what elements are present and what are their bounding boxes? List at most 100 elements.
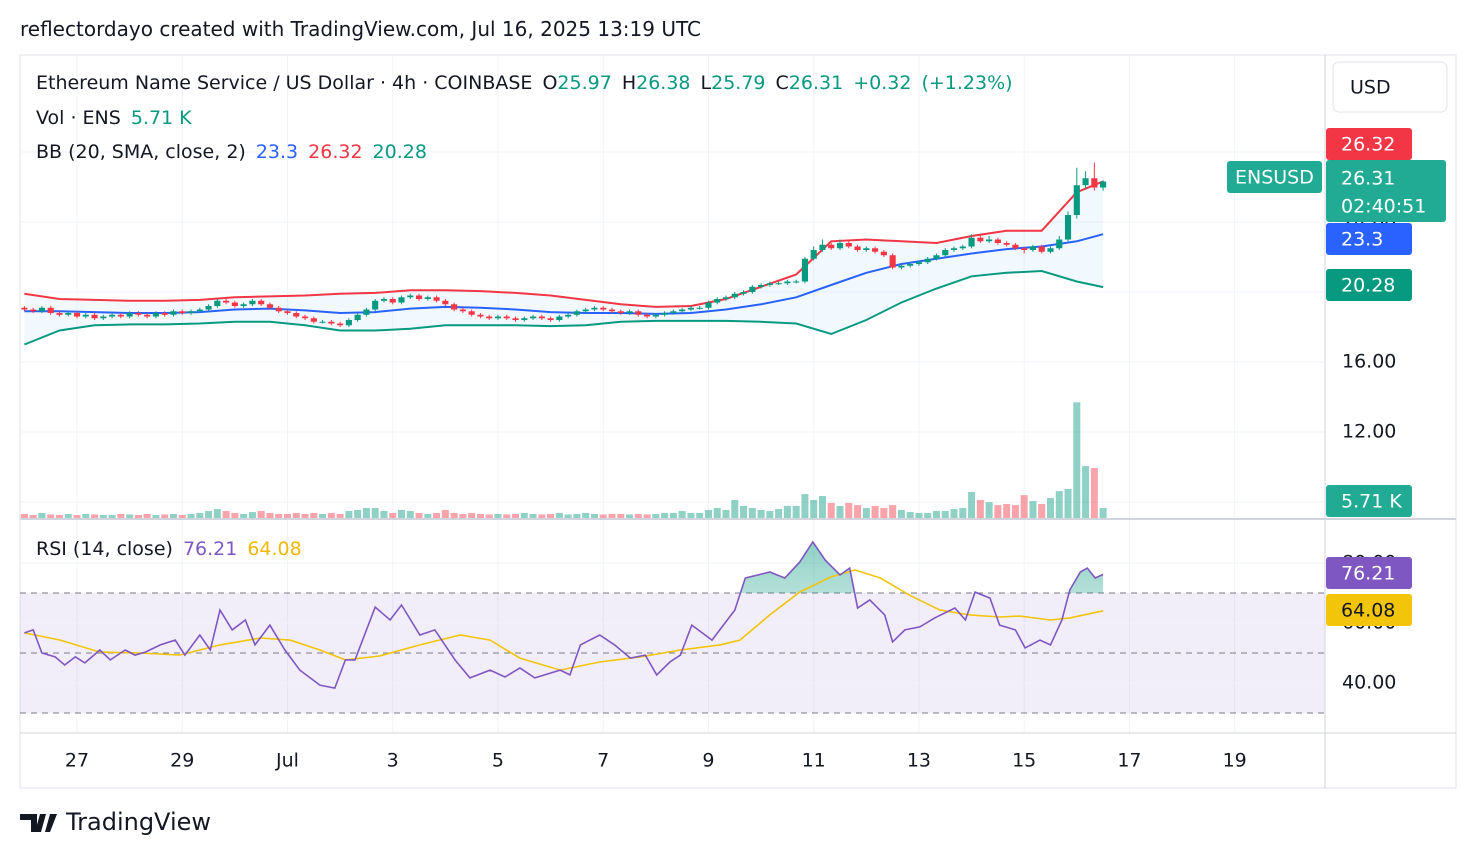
candle-body (950, 248, 958, 251)
candle-body (670, 311, 677, 314)
volume-bar (889, 505, 897, 518)
candle-body (109, 314, 116, 317)
volume-bar (99, 515, 107, 518)
candle-body (766, 283, 773, 286)
candle-body (1047, 248, 1054, 252)
candle-body (828, 244, 835, 249)
bb-lower-badge: 20.28 (1341, 275, 1395, 297)
candle-body (205, 306, 212, 310)
volume-bar (555, 512, 563, 518)
candle-body (722, 297, 730, 300)
candle-body (407, 295, 414, 298)
candle-body (1091, 178, 1098, 188)
x-tick-label: 11 (802, 750, 826, 772)
ohlc-key: O (542, 72, 558, 94)
volume-title: Vol · ENS (36, 107, 121, 129)
volume-bar (783, 505, 791, 518)
candle-body (398, 297, 405, 303)
rsi-badge-bg (1326, 557, 1412, 589)
volume-bar (55, 515, 63, 518)
candle-body (477, 314, 484, 317)
candle-body (345, 320, 352, 326)
candle-body (380, 299, 388, 301)
volume-bar (529, 513, 537, 518)
candle-body (1038, 246, 1045, 252)
bb-upper-value: 26.32 (308, 141, 363, 163)
volume-bar (661, 512, 669, 518)
candle-body (1021, 248, 1028, 251)
volume-bar (792, 505, 800, 518)
candle-body (880, 251, 887, 256)
candle-body (793, 281, 800, 283)
candle-body (38, 307, 45, 312)
x-tick-label: Jul (275, 750, 299, 772)
volume-bar (1003, 504, 1011, 518)
candle-body (784, 281, 791, 284)
legend-rsi: RSI (14, close) 76.21 64.08 (36, 538, 312, 560)
candle-body (363, 309, 370, 315)
rsi-tick-label: 40.00 (1342, 671, 1396, 693)
volume-bar (126, 514, 134, 518)
candle-body (135, 313, 142, 315)
volume-bar (1011, 505, 1019, 518)
volume-bar (415, 512, 423, 518)
candle-body (126, 313, 133, 317)
candle-body (679, 309, 686, 312)
volume-bar (1020, 495, 1028, 518)
candle-body (1012, 244, 1019, 249)
candle-body (117, 314, 124, 317)
volume-bar (696, 512, 704, 518)
volume-bar (1090, 468, 1098, 518)
volume-bar (512, 513, 520, 518)
candle-body (986, 239, 993, 242)
candle-body (705, 302, 712, 308)
volume-bar (73, 515, 81, 518)
volume-bar (740, 505, 748, 518)
volume-bar (634, 513, 642, 518)
ohlc-value: 25.79 (711, 72, 766, 94)
volume-bar (810, 500, 818, 518)
candle-body (424, 297, 431, 300)
volume-bar (20, 513, 28, 518)
candle-body (854, 246, 861, 251)
candle-body (915, 262, 923, 265)
candle-body (21, 307, 28, 310)
candle-body (626, 311, 633, 314)
volume-bar (845, 502, 853, 518)
candle-body (889, 255, 896, 268)
volume-bar (704, 509, 712, 518)
volume-bar (1064, 488, 1072, 518)
ohlc-value: 25.97 (557, 72, 612, 94)
volume-bar (538, 514, 546, 518)
candle-body (775, 283, 782, 285)
candle-body (91, 314, 98, 319)
candle-body (354, 314, 361, 321)
volume-bar (687, 512, 695, 518)
volume-bar (476, 513, 484, 518)
volume-bar (564, 514, 572, 518)
attribution: reflectordayo created with TradingView.c… (20, 17, 701, 41)
candle-body (301, 316, 309, 319)
x-tick-label: 5 (492, 750, 504, 772)
price-badge-bg (1326, 160, 1446, 222)
x-tick-label: 19 (1223, 750, 1247, 772)
volume-bar (994, 505, 1002, 518)
x-tick-label: 13 (907, 750, 931, 772)
candle-body (249, 300, 256, 305)
bb-lower-value: 20.28 (372, 141, 427, 163)
volume-bar (169, 513, 177, 518)
volume-bar (1073, 402, 1081, 518)
candle-body (65, 313, 72, 315)
symbol-badge-bg (1227, 161, 1322, 193)
volume-bar (520, 512, 528, 518)
currency-button[interactable] (1332, 61, 1448, 113)
volume-bar (450, 512, 458, 518)
brand: TradingView (66, 808, 212, 836)
volume-bar (178, 515, 186, 518)
candle-body (933, 255, 940, 259)
volume-bar (871, 505, 879, 518)
volume-bar (468, 512, 476, 518)
candle-body (266, 304, 274, 308)
volume-bar (547, 513, 555, 518)
